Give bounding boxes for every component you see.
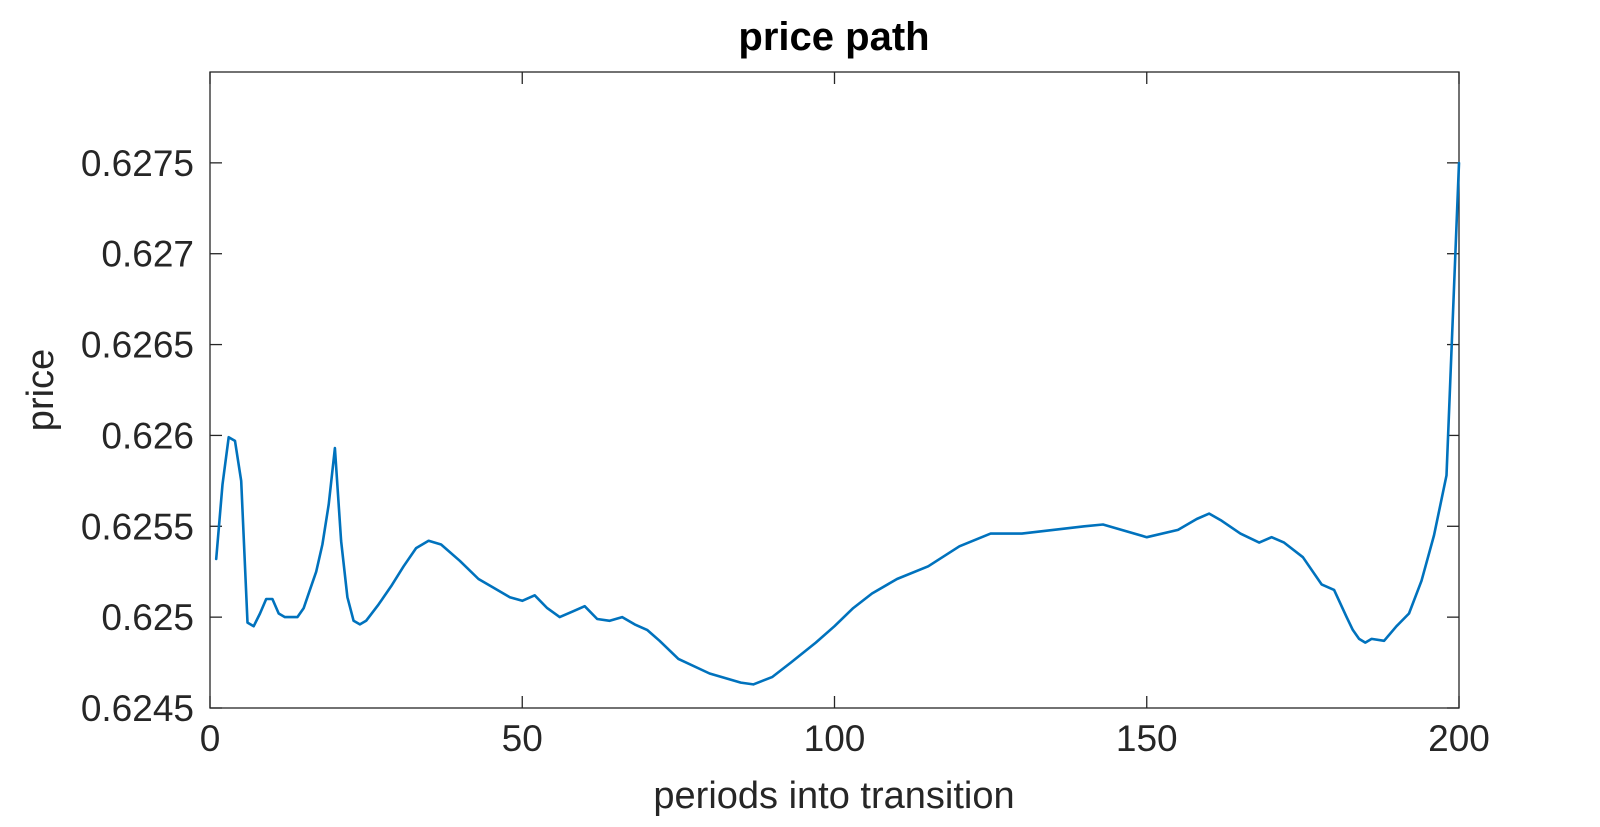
y-tick-label: 0.6275: [81, 143, 194, 184]
x-tick-label: 0: [200, 718, 221, 759]
y-tick-label: 0.6265: [81, 325, 194, 366]
x-tick-label: 50: [502, 718, 543, 759]
y-axis-ticks: 0.6245 0.625 0.6255 0.626 0.6265 0.627 0.6275: [81, 143, 1459, 729]
x-tick-label: 100: [804, 718, 866, 759]
x-tick-label: 200: [1428, 718, 1490, 759]
chart-title: price path: [738, 15, 929, 59]
y-tick-label: 0.626: [101, 415, 194, 456]
series-line: [214, 161, 1461, 686]
x-axis-ticks: 0 50 100 150 200: [200, 72, 1490, 759]
y-tick-label: 0.6255: [81, 506, 194, 547]
y-tick-label: 0.627: [101, 234, 194, 275]
x-axis-label: periods into transition: [653, 775, 1014, 817]
plot-area: [209, 71, 1460, 709]
y-tick-label: 0.6245: [81, 688, 194, 729]
y-tick-label: 0.625: [101, 597, 194, 638]
series-group: [214, 161, 1461, 686]
x-tick-label: 150: [1116, 718, 1178, 759]
y-axis-label: price: [20, 349, 62, 431]
